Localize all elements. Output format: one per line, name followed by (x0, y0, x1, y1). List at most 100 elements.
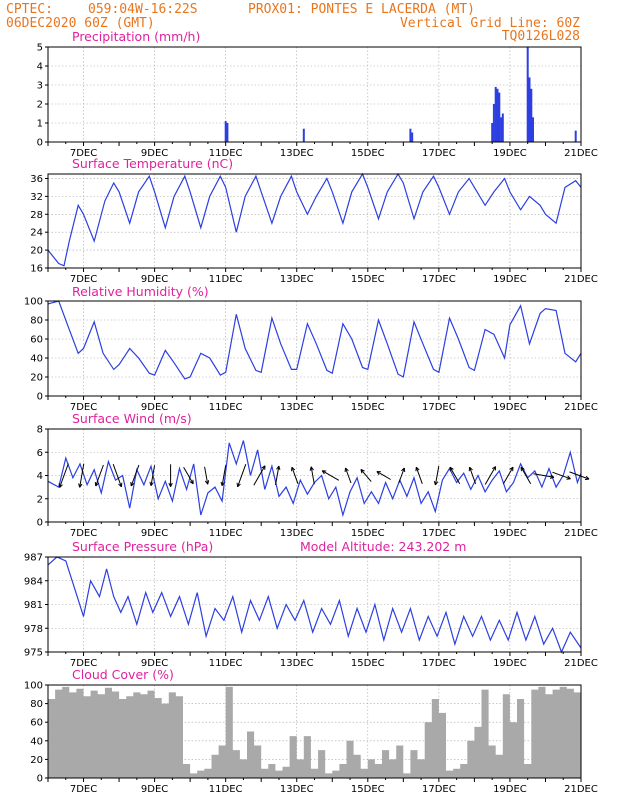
rh-series-line (47, 300, 582, 380)
precip-ytick-label-4: 4 (37, 62, 43, 73)
header-vertical-grid: Vertical Grid Line: 60Z (400, 16, 580, 31)
wind-arrow-27 (533, 473, 555, 479)
rh-xtick-label-6: 19DEC (493, 402, 527, 413)
cloud-xtick-label-3: 13DEC (280, 784, 314, 795)
wind-arrow-13 (291, 466, 299, 484)
pres-ytick-label-4: 987 (24, 553, 43, 564)
temp-xtick-label-6: 19DEC (493, 274, 527, 285)
pres-xtick-label-3: 13DEC (280, 658, 314, 669)
rh-title: Relative Humidity (%) (72, 284, 209, 299)
wind-xtick-label-5: 17DEC (422, 528, 456, 539)
precip-bar-3 (409, 128, 412, 142)
wind-ytick-label-3: 6 (37, 448, 43, 459)
wind-arrow-10 (236, 464, 247, 488)
temp-xtick-label-4: 15DEC (351, 274, 385, 285)
pres-xtick-label-2: 11DEC (209, 658, 243, 669)
precip-bar-10 (500, 117, 503, 142)
temp-xtick-label-1: 9DEC (141, 274, 168, 285)
cloud-ytick-label-0: 0 (37, 774, 43, 785)
wind-arrow-0 (58, 463, 69, 488)
wind-arrow-3 (112, 464, 123, 488)
cloud-xtick-label-0: 7DEC (70, 784, 97, 795)
wind-arrow-16 (344, 467, 352, 484)
precip-title: Precipitation (mm/h) (72, 29, 200, 44)
cloud-ytick-label-2: 40 (30, 736, 43, 747)
precip-ytick-label-3: 3 (37, 81, 43, 92)
cloud-xtick-label-4: 15DEC (351, 784, 385, 795)
precip-bar-14 (530, 88, 533, 142)
rh-xtick-label-3: 13DEC (280, 402, 314, 413)
precip-bar-1 (226, 123, 229, 142)
wind-xtick-label-7: 21DEC (564, 528, 598, 539)
precip-bar-11 (501, 113, 504, 142)
panel-wind: Surface Wind (m/s) 0 2 4 6 8 7DEC 9DEC 11DEC 13DE… (37, 411, 598, 539)
wind-arrow-9 (220, 465, 227, 486)
cloud-xtick-label-2: 11DEC (209, 784, 243, 795)
pres-ytick-label-3: 984 (24, 576, 43, 587)
cloud-ytick-label-3: 60 (30, 718, 43, 729)
wind-xtick-label-2: 11DEC (209, 528, 243, 539)
wind-arrow-20 (415, 466, 423, 484)
wind-arrow-14 (309, 466, 315, 485)
wind-arrow-28 (552, 471, 571, 480)
precip-bar-16 (574, 130, 577, 142)
panel-precip: Precipitation (mm/h) 0 1 2 3 4 5 7DEC 9DEC 11DEC 1… (37, 29, 598, 159)
pres-annotation: Model Altitude: 243.202 m (300, 539, 466, 554)
cloud-xtick-label-6: 19DEC (493, 784, 527, 795)
precip-bar-2 (302, 128, 305, 142)
precip-ytick-label-5: 5 (37, 43, 43, 54)
precip-bar-15 (532, 117, 534, 142)
precip-xtick-label-7: 21DEC (564, 148, 598, 159)
cloud-ytick-label-4: 80 (30, 699, 43, 710)
precip-bar-9 (498, 92, 501, 142)
precip-bar-13 (528, 77, 531, 142)
cloud-xtick-label-5: 17DEC (422, 784, 456, 795)
header-model: TQ0126L028 (502, 29, 580, 44)
wind-arrow-21 (433, 465, 440, 486)
wind-arrow-25 (502, 466, 514, 485)
cloud-xtick-label-1: 9DEC (141, 784, 168, 795)
wind-arrow-17 (360, 468, 372, 482)
precip-xtick-label-3: 13DEC (280, 148, 314, 159)
wind-arrow-1 (78, 463, 85, 488)
precip-bar-12 (526, 47, 529, 142)
wind-series-line (47, 440, 582, 518)
rh-xtick-label-7: 21DEC (564, 402, 598, 413)
wind-xtick-label-3: 13DEC (280, 528, 314, 539)
cloud-xtick-label-7: 21DEC (564, 784, 598, 795)
header-coordinates: 059:04W-16:22S (88, 2, 198, 17)
temp-title: Surface Temperature (nC) (72, 156, 233, 171)
temp-xtick-label-3: 13DEC (280, 274, 314, 285)
wind-arrow-4 (130, 464, 140, 487)
temp-ytick-label-1: 20 (30, 246, 43, 257)
panel-cloud: Cloud Cover (%) 0 20 40 60 80 100 7DEC 9DEC 11DEC… (24, 667, 598, 795)
cloud-ytick-label-1: 20 (30, 755, 43, 766)
header-station: PROX01: PONTES E LACERDA (MT) (248, 2, 475, 17)
wind-ytick-label-4: 8 (37, 425, 43, 436)
pres-xtick-label-4: 15DEC (351, 658, 385, 669)
wind-arrow-18 (376, 471, 391, 480)
precip-xtick-label-0: 7DEC (70, 148, 97, 159)
wind-arrow-6 (168, 464, 173, 487)
rh-xtick-label-2: 11DEC (209, 402, 243, 413)
wind-title: Surface Wind (m/s) (72, 411, 192, 426)
rh-xtick-label-1: 9DEC (141, 402, 168, 413)
pres-xtick-label-1: 9DEC (141, 658, 168, 669)
temp-plot-frame (47, 173, 582, 269)
precip-bar-8 (496, 88, 499, 142)
precip-bar-0 (224, 121, 227, 142)
cloud-cover-area (48, 686, 581, 778)
header-line1-left: CPTEC: (6, 2, 53, 17)
panel-rh: Relative Humidity (%) 0 20 40 60 80 100 7DEC 9DE… (24, 284, 598, 413)
wind-arrow-15 (321, 470, 340, 481)
rh-ytick-label-1: 20 (30, 373, 43, 384)
wind-xtick-label-6: 19DEC (493, 528, 527, 539)
rh-ytick-label-3: 60 (30, 335, 43, 346)
precip-xtick-label-2: 11DEC (209, 148, 243, 159)
rh-ytick-label-0: 0 (37, 392, 43, 403)
panels-layer: Precipitation (mm/h) 0 1 2 3 4 5 7DEC 9DEC 11DEC 1… (24, 29, 598, 795)
rh-plot-frame (47, 300, 582, 397)
rh-ytick-label-4: 80 (30, 316, 43, 327)
pres-series-line (47, 556, 582, 654)
